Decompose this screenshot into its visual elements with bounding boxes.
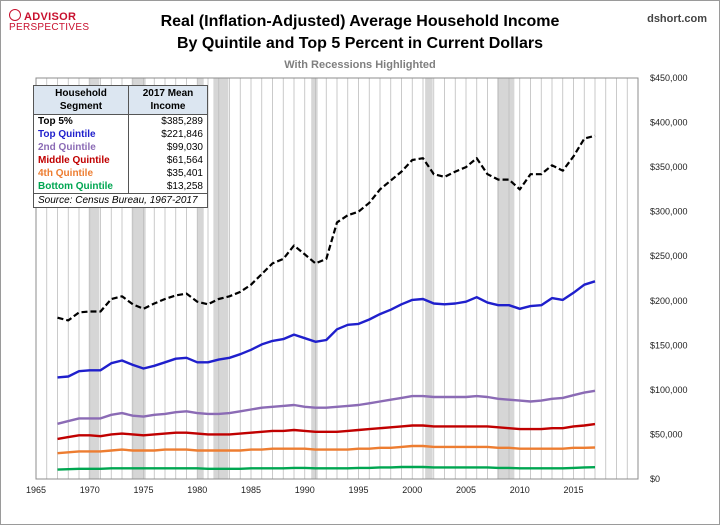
y-tick-label: $150,000 [650,340,688,350]
plot-border [35,77,639,480]
series-line-top-quintile [57,280,596,379]
y-tick-label: $450,000 [650,73,688,83]
chart-title-line1: Real (Inflation-Adjusted) Average Househ… [160,13,560,30]
logo-bottom-text: PERSPECTIVES [9,22,90,33]
series-line-bottom-quintile [57,465,596,471]
chart-title-line2: By Quintile and Top 5 Percent in Current… [177,35,543,52]
legend-header-income: 2017 Mean Income [128,85,208,115]
series-line-top-5- [57,134,596,322]
advisor-perspectives-logo: ADVISOR PERSPECTIVES [9,9,89,33]
legend-value: $99,030 [128,141,208,154]
legend-row: 2nd Quintile $99,030 [33,141,208,154]
legend-row: Middle Quintile $61,564 [33,154,208,167]
x-tick-label: 2005 [456,485,476,495]
y-tick-label: $200,000 [650,296,688,306]
x-tick-label: 1975 [133,485,153,495]
x-tick-label: 1965 [26,485,46,495]
recession-band [197,78,204,479]
y-tick-label: $350,000 [650,162,688,172]
recession-band [311,78,318,479]
legend-row: Top 5% $385,289 [33,114,208,128]
x-tick-label: 1985 [241,485,261,495]
legend-row: 4th Quintile $35,401 [33,167,208,180]
legend-label: Middle Quintile [33,154,129,167]
legend-label: 4th Quintile [33,167,129,180]
legend-table: Household Segment 2017 Mean Income Top 5… [33,85,208,208]
x-tick-label: 2015 [563,485,583,495]
x-tick-label: 1970 [80,485,100,495]
legend-value: $221,846 [128,128,208,141]
legend-source: Source: Census Bureau, 1967-2017 [33,193,208,208]
y-tick-label: $0 [650,474,660,484]
legend-label: 2nd Quintile [33,141,129,154]
legend-label: Bottom Quintile [33,180,129,194]
legend-label: Top Quintile [33,128,129,141]
series-line-4th-quintile [57,444,596,455]
y-tick-label: $300,000 [650,207,688,217]
recession-band [425,78,433,479]
logo-circle-icon [9,9,21,21]
y-tick-label: $400,000 [650,118,688,128]
legend-value: $13,258 [128,180,208,194]
x-tick-label: 1995 [348,485,368,495]
y-tick-label: $250,000 [650,251,688,261]
legend-header-segment: Household Segment [33,85,129,115]
x-tick-label: 1980 [187,485,207,495]
legend-row: Bottom Quintile $13,258 [33,180,208,194]
series-line-2nd-quintile [57,389,596,425]
legend-value: $35,401 [128,167,208,180]
legend-value: $385,289 [128,114,208,128]
legend-value: $61,564 [128,154,208,167]
recession-band [213,78,229,479]
chart-subtitle: With Recessions Highlighted [284,59,436,71]
y-tick-label: $100,000 [650,385,688,395]
recession-band [88,78,100,479]
legend-label: Top 5% [33,114,129,128]
legend-row: Top Quintile $221,846 [33,128,208,141]
site-brand: dshort.com [647,13,707,25]
legend-body: Top 5% $385,289 Top Quintile $221,846 2nd Qu… [33,114,208,208]
legend-row-source: Source: Census Bureau, 1967-2017 [33,193,208,208]
series-line-middle-quintile [57,422,596,441]
recession-band [497,78,515,479]
y-tick-label: $50,000 [650,429,683,439]
x-tick-label: 1990 [295,485,315,495]
x-tick-label: 2000 [402,485,422,495]
x-tick-label: 2010 [510,485,530,495]
logo-top-text: ADVISOR [24,11,77,23]
